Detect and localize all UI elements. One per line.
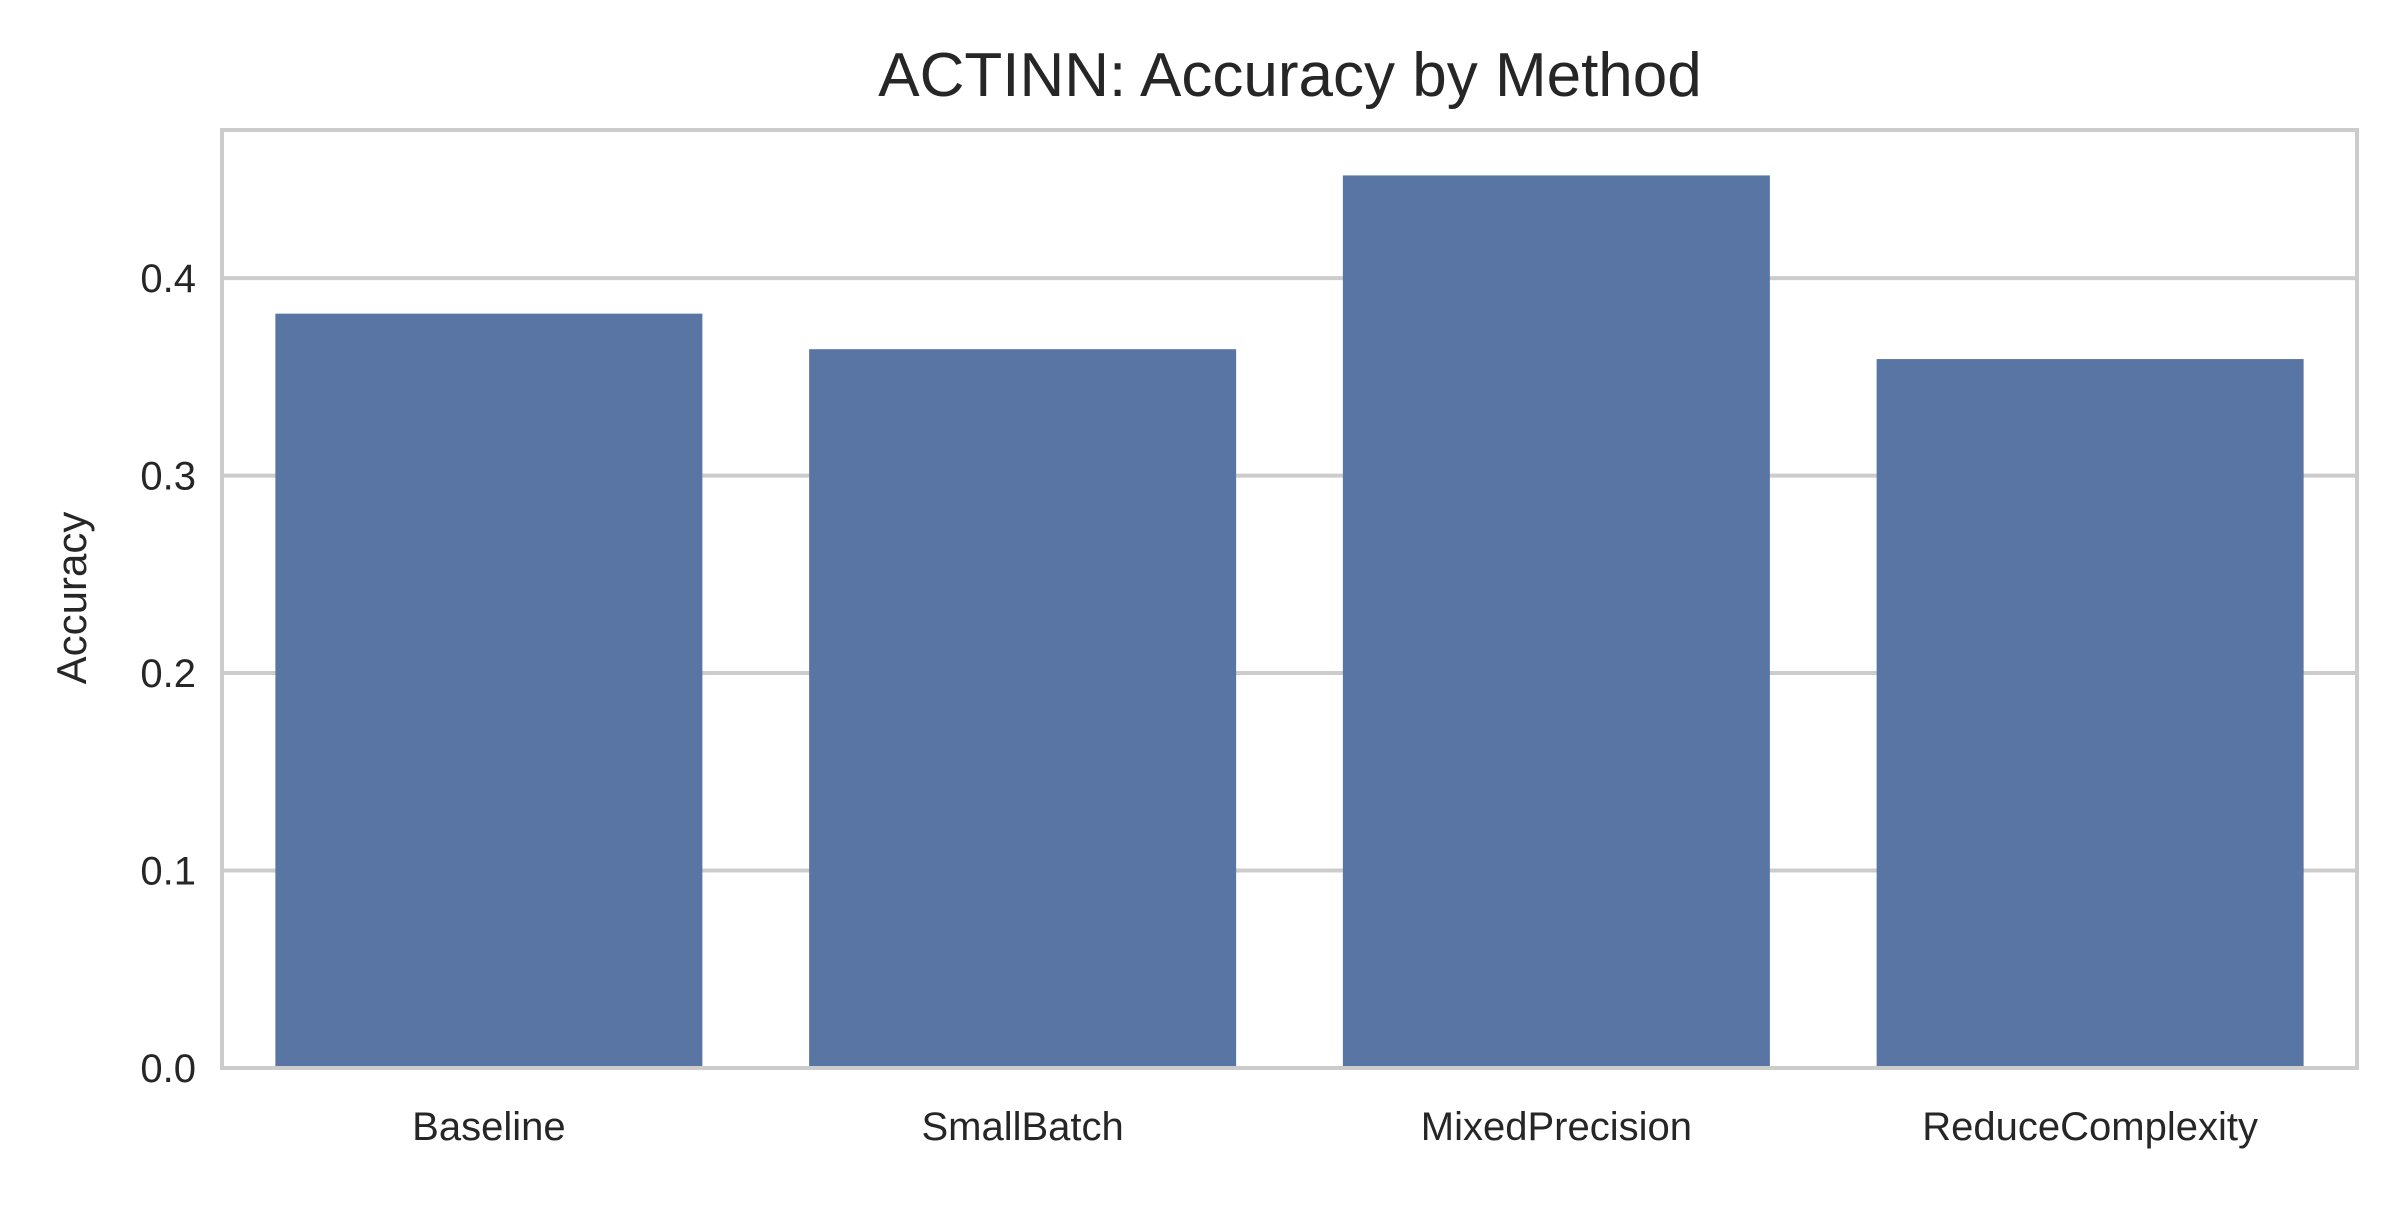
x-tick-label: MixedPrecision bbox=[1421, 1105, 1692, 1149]
y-tick-label: 0.3 bbox=[140, 455, 196, 499]
y-axis-label: Accuracy bbox=[48, 512, 95, 685]
y-tick-label: 0.2 bbox=[140, 652, 196, 696]
y-tick-labels: 0.0 0.1 0.2 0.3 0.4 bbox=[140, 257, 196, 1091]
x-tick-label: Baseline bbox=[412, 1105, 565, 1149]
bar-reducecomplexity bbox=[1876, 359, 2304, 1069]
y-tick-label: 0.4 bbox=[140, 257, 196, 301]
y-tick-label: 0.1 bbox=[140, 850, 196, 894]
plot-frame bbox=[220, 128, 2359, 1070]
x-tick-label: SmallBatch bbox=[921, 1105, 1123, 1149]
bar-smallbatch bbox=[809, 349, 1237, 1068]
bar-baseline bbox=[275, 313, 703, 1068]
x-tick-labels: Baseline SmallBatch MixedPrecision ReduceCo… bbox=[412, 1105, 2258, 1149]
x-tick-label: ReduceComplexity bbox=[1922, 1105, 2258, 1149]
chart-title: ACTINN: Accuracy by Method bbox=[878, 41, 1702, 110]
bar-mixedprecision bbox=[1342, 175, 1770, 1068]
bars bbox=[275, 175, 2304, 1069]
y-tick-label: 0.0 bbox=[140, 1047, 196, 1091]
